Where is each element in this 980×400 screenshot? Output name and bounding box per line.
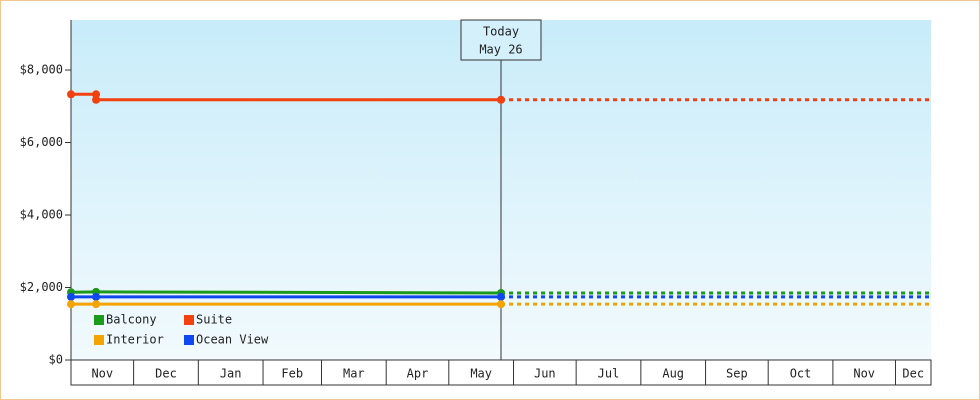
- y-tick-label: $0: [49, 353, 63, 367]
- today-label: Today: [483, 25, 519, 39]
- legend-swatch: [184, 335, 194, 345]
- x-tick-label: Oct: [790, 367, 812, 381]
- legend-label: Balcony: [106, 313, 157, 327]
- point: [67, 90, 75, 99]
- x-tick-label: Nov: [91, 367, 113, 381]
- point: [67, 292, 75, 301]
- today-box: [460, 19, 542, 61]
- x-tick-label: Dec: [155, 367, 177, 381]
- legend-label: Interior: [106, 333, 164, 347]
- legend-swatch: [184, 315, 194, 325]
- x-tick-label: Jun: [534, 367, 556, 381]
- legend-swatch: [94, 315, 104, 325]
- series-line: [70, 290, 502, 295]
- today-label: May 26: [479, 43, 522, 57]
- x-tick-label: Feb: [281, 367, 303, 381]
- y-tick-label: $6,000: [20, 135, 63, 149]
- x-tick-label: Nov: [853, 367, 875, 381]
- point: [497, 95, 505, 104]
- legend-label: Ocean View: [196, 333, 269, 347]
- x-tick-label: Apr: [407, 367, 429, 381]
- x-tick-label: Dec: [902, 367, 924, 381]
- y-tick-label: $8,000: [20, 63, 63, 77]
- point: [92, 300, 101, 309]
- point: [497, 300, 505, 309]
- x-tick-label: May: [470, 367, 492, 381]
- x-tick-label: Mar: [343, 367, 365, 381]
- x-tick-label: Jul: [598, 367, 620, 381]
- point: [92, 95, 101, 104]
- point: [92, 292, 101, 301]
- point: [497, 292, 505, 301]
- legend-label: Suite: [196, 313, 232, 327]
- x-tick-label: Aug: [662, 367, 684, 381]
- x-tick-label: Sep: [726, 367, 748, 381]
- point: [67, 300, 75, 309]
- legend-swatch: [94, 335, 104, 345]
- y-tick-label: $4,000: [20, 208, 63, 222]
- y-tick-label: $2,000: [20, 280, 63, 294]
- x-tick-label: Jan: [220, 367, 242, 381]
